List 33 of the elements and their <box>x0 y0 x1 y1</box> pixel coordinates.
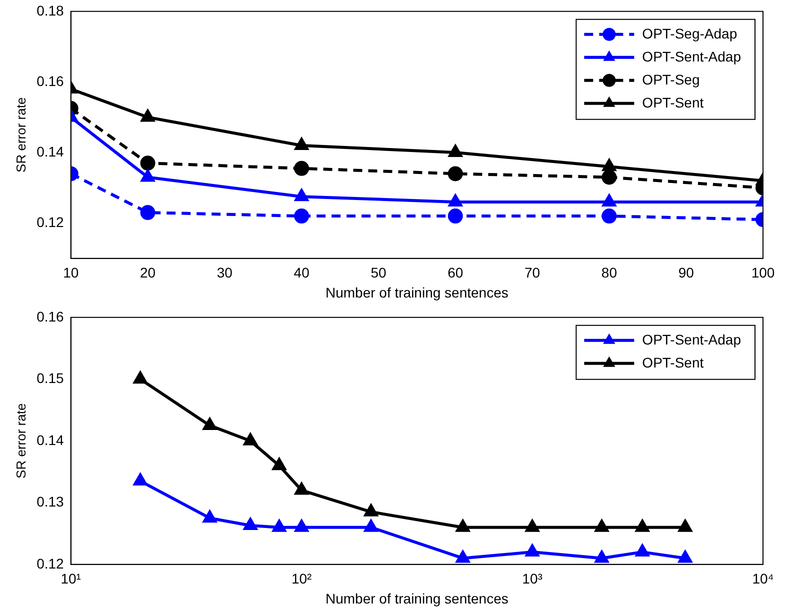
x-tick-label: 60 <box>448 264 464 281</box>
legend-label: OPT-Sent-Adap <box>642 331 742 348</box>
x-axis-title: Number of training sentences <box>325 590 508 606</box>
y-tick-label: 0.14 <box>36 143 64 160</box>
y-tick-label: 0.15 <box>36 370 64 386</box>
x-tick-label: 90 <box>678 264 694 281</box>
y-tick-label: 0.12 <box>36 555 64 572</box>
x-axis-title: Number of training sentences <box>325 284 508 300</box>
x-tick-label: 100 <box>751 264 775 281</box>
y-axis-title: SR error rate <box>13 97 28 172</box>
x-tick-label: 10⁴ <box>752 570 774 587</box>
legend-label: OPT-Sent <box>642 94 704 110</box>
y-tick-label: 0.18 <box>36 2 64 18</box>
legend-label: OPT-Sent-Adap <box>642 48 742 64</box>
x-tick-label: 10¹ <box>60 570 82 587</box>
x-tick-label: 70 <box>524 264 540 281</box>
y-tick-label: 0.16 <box>36 308 64 324</box>
x-tick-label: 50 <box>370 264 386 281</box>
y-tick-label: 0.12 <box>36 214 64 230</box>
y-tick-label: 0.13 <box>36 494 64 510</box>
legend-label: OPT-Sent <box>642 354 704 370</box>
y-axis-title: SR error rate <box>13 403 28 478</box>
legend-label: OPT-Seg-Adap <box>642 25 738 42</box>
x-tick-label: 80 <box>601 264 618 281</box>
x-tick-label: 30 <box>216 264 233 281</box>
x-tick-label: 10² <box>291 570 312 587</box>
x-tick-label: 10³ <box>522 570 543 587</box>
y-tick-label: 0.14 <box>36 432 64 448</box>
x-tick-label: 10 <box>63 264 79 281</box>
x-tick-label: 20 <box>140 264 156 281</box>
legend-label: OPT-Seg <box>642 71 700 88</box>
x-tick-label: 40 <box>294 264 310 281</box>
y-tick-label: 0.16 <box>36 72 64 89</box>
